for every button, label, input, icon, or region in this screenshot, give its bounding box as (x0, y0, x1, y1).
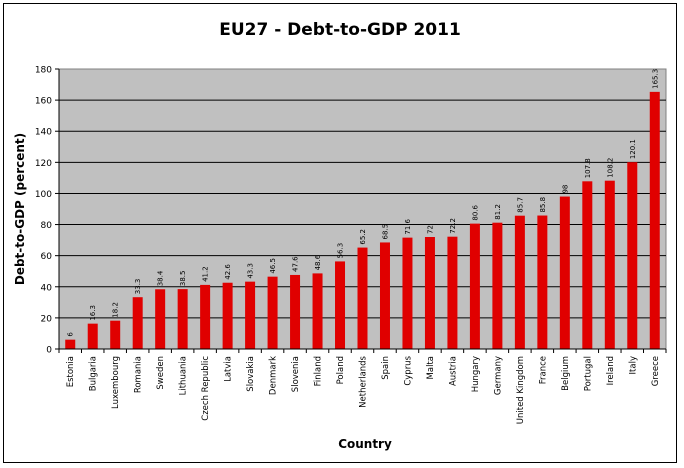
x-tick-label: Germany (493, 356, 503, 395)
x-tick-label: France (538, 356, 548, 384)
x-tick-label: Ireland (606, 356, 616, 385)
data-label: 65.2 (359, 229, 367, 245)
data-label: 80.6 (471, 204, 479, 220)
x-tick-label: Lithuania (179, 356, 189, 395)
bar-spain (379, 242, 390, 349)
data-labels: 6 16.3 18.2 33.3 38.4 38.5 41.2 42.6 43.3 46.5 47.… (67, 69, 660, 337)
data-label: 16.3 (89, 305, 97, 321)
x-tick-label: Belgium (561, 356, 571, 391)
bar-cyprus (402, 237, 413, 349)
data-label: 81.2 (494, 204, 502, 220)
data-label: 68.5 (381, 224, 389, 240)
data-label: 107.8 (584, 158, 592, 178)
chart-title: EU27 - Debt-to-GDP 2011 (219, 20, 461, 40)
y-axis-label: Debt-to-GDP (percent) (13, 133, 27, 285)
x-tick-label: Finland (314, 356, 324, 386)
x-tick-label: Portugal (583, 356, 593, 391)
data-label: 41.2 (202, 266, 210, 282)
bar-estonia (65, 339, 76, 349)
y-tick-label: 40 (41, 283, 53, 293)
data-label: 85.7 (516, 197, 524, 213)
x-tick-label: Greece (651, 356, 661, 386)
x-tick-label: Estonia (66, 356, 76, 387)
y-tick-label: 100 (35, 190, 52, 200)
y-tick-label: 120 (35, 159, 52, 169)
bar-portugal (582, 181, 593, 349)
data-label: 48.6 (314, 254, 322, 270)
bar-greece (649, 91, 660, 349)
bar-ireland (604, 180, 615, 349)
bar-netherlands (357, 247, 368, 349)
data-label: 43.3 (247, 263, 255, 279)
bar-hungary (469, 223, 480, 349)
bar-luxembourg (110, 320, 121, 349)
x-tick-label: Austria (448, 356, 458, 386)
x-tick-label: Spain (381, 356, 391, 380)
data-label: 165.3 (651, 69, 659, 89)
data-label: 56.3 (337, 243, 345, 259)
x-tick-label: Romania (134, 356, 144, 393)
x-tick-label: Netherlands (359, 355, 369, 407)
x-axis-ticks: Estonia Bulgaria Luxembourg Romania Sweden Li… (58, 349, 667, 424)
data-label: 108.2 (606, 158, 614, 178)
data-label: 18.2 (112, 302, 120, 318)
bar-austria (447, 236, 458, 349)
y-tick-label: 180 (35, 66, 52, 76)
x-tick-label: Bulgaria (89, 356, 99, 391)
bar-slovakia (245, 281, 256, 349)
x-tick-label: Slovenia (291, 356, 301, 392)
y-tick-label: 80 (41, 221, 53, 231)
data-label: 42.6 (224, 264, 232, 280)
x-tick-label: Denmark (269, 356, 279, 395)
data-label: 98 (561, 185, 569, 194)
y-tick-label: 60 (41, 252, 53, 262)
x-tick-label: Czech Republic (201, 356, 211, 421)
x-tick-label: Cyprus (403, 355, 413, 385)
x-tick-label: United Kingdom (516, 356, 526, 424)
bars (65, 91, 660, 349)
y-tick-label: 20 (41, 314, 53, 324)
bar-latvia (222, 282, 233, 349)
data-label: 38.4 (157, 270, 165, 286)
data-label: 72 (426, 225, 434, 234)
data-label: 6 (67, 332, 75, 337)
bar-italy (627, 162, 638, 349)
x-axis-label: Country (338, 437, 392, 451)
data-label: 72.2 (449, 218, 457, 234)
data-label: 120.1 (629, 139, 637, 159)
y-tick-label: 160 (35, 97, 52, 107)
x-tick-label: Luxembourg (111, 356, 121, 409)
bar-poland (335, 261, 346, 349)
bar-czech-republic (200, 284, 211, 349)
data-label: 71.6 (404, 218, 412, 234)
data-label: 47.6 (292, 256, 300, 272)
x-tick-label: Italy (628, 356, 638, 374)
x-tick-label: Hungary (471, 356, 481, 392)
bar-united-kingdom (514, 215, 525, 349)
y-tick-label: 0 (46, 346, 52, 356)
bar-slovenia (290, 274, 301, 349)
data-label: 85.8 (539, 197, 547, 213)
bar-malta (424, 237, 435, 349)
x-tick-label: Slovakia (246, 356, 256, 392)
bar-sweden (155, 289, 166, 349)
bar-germany (492, 222, 503, 349)
y-tick-label: 140 (35, 128, 52, 138)
bar-bulgaria (87, 323, 98, 349)
x-tick-label: Poland (336, 356, 346, 384)
bar-finland (312, 273, 323, 349)
x-tick-label: Malta (426, 356, 436, 379)
y-axis-ticks: 0 20 40 60 80 100 120 140 160 180 (35, 66, 59, 356)
bar-lithuania (177, 289, 188, 349)
bar-romania (132, 297, 143, 349)
data-label: 38.5 (179, 271, 187, 287)
data-label: 33.3 (134, 279, 142, 295)
x-tick-label: Latvia (224, 356, 234, 382)
x-tick-label: Sweden (156, 356, 166, 390)
bar-denmark (267, 276, 278, 349)
bar-france (537, 215, 548, 349)
data-label: 46.5 (269, 258, 277, 274)
bar-belgium (559, 196, 570, 349)
